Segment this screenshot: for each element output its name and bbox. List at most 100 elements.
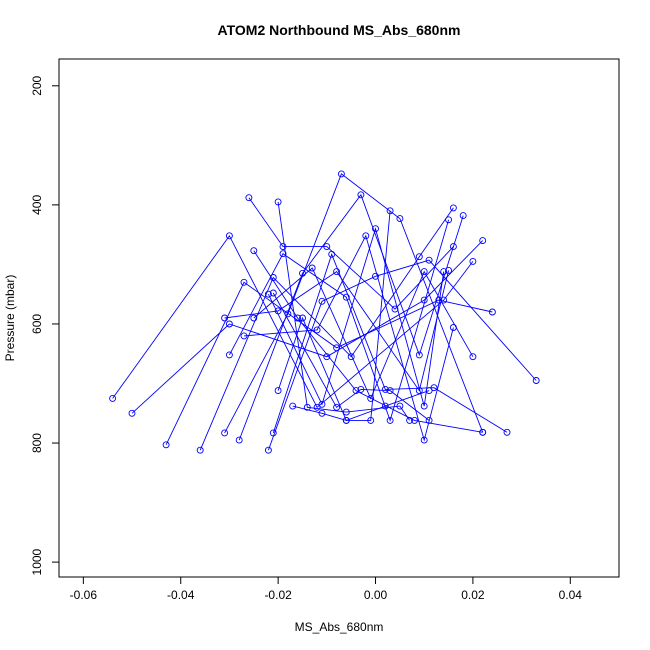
data-point xyxy=(299,314,306,322)
data-point xyxy=(221,314,229,322)
data-point xyxy=(425,416,433,424)
data-point xyxy=(386,387,394,395)
data-point xyxy=(415,351,423,359)
data-point xyxy=(308,264,316,272)
data-point xyxy=(318,400,326,408)
data-point xyxy=(411,416,418,424)
data-point xyxy=(479,237,487,245)
data-point xyxy=(245,194,253,202)
data-point xyxy=(372,225,379,233)
x-axis-label: MS_Abs_680nm xyxy=(295,620,384,634)
data-point xyxy=(333,403,341,411)
data-point xyxy=(250,247,258,255)
data-point xyxy=(318,297,326,305)
data-point xyxy=(274,198,282,206)
data-point xyxy=(415,253,423,261)
series-18 xyxy=(274,198,414,424)
series-19 xyxy=(289,207,394,424)
data-point xyxy=(479,428,487,436)
data-point xyxy=(347,353,355,361)
data-point xyxy=(459,212,467,220)
data-point xyxy=(264,290,272,298)
data-point xyxy=(313,326,321,334)
data-point xyxy=(225,232,233,240)
y-tick-label: 200 xyxy=(30,75,44,95)
data-point xyxy=(250,314,258,322)
series-line xyxy=(243,234,454,442)
data-point xyxy=(362,232,370,240)
data-point xyxy=(279,243,287,251)
data-point xyxy=(128,409,136,417)
data-point xyxy=(235,436,243,444)
series-line xyxy=(224,173,484,434)
data-point xyxy=(381,385,389,393)
data-point xyxy=(269,289,277,297)
data-point xyxy=(381,402,389,410)
data-point xyxy=(318,409,326,417)
series-line xyxy=(267,259,537,451)
series-8 xyxy=(269,250,511,437)
data-point xyxy=(420,402,428,410)
data-point xyxy=(342,408,350,416)
series-line xyxy=(253,250,483,433)
data-point xyxy=(240,278,248,286)
data-point xyxy=(372,272,379,280)
data-point xyxy=(269,429,277,437)
data-point xyxy=(386,416,394,424)
data-point xyxy=(357,385,365,393)
data-point xyxy=(240,332,248,340)
data-point xyxy=(503,428,511,436)
data-point xyxy=(440,268,448,276)
series-line xyxy=(292,210,391,421)
y-axis-label: Pressure (mbar) xyxy=(3,275,17,362)
series-line xyxy=(224,270,450,392)
x-tick-label: -0.04 xyxy=(167,588,195,602)
series-3 xyxy=(162,278,496,449)
x-tick-label: -0.06 xyxy=(70,588,98,602)
series-line xyxy=(277,201,410,421)
data-point xyxy=(430,384,438,392)
data-point xyxy=(225,320,233,328)
data-point xyxy=(264,446,272,454)
data-point xyxy=(449,204,457,212)
series-7 xyxy=(264,256,540,454)
series-14 xyxy=(240,232,457,444)
data-point xyxy=(357,191,365,199)
data-point xyxy=(420,436,428,444)
series-line xyxy=(272,252,508,434)
data-point xyxy=(425,387,433,395)
data-point xyxy=(279,250,287,258)
series-line xyxy=(272,292,430,421)
data-point xyxy=(303,403,311,411)
y-tick-label: 1000 xyxy=(30,548,44,575)
data-point xyxy=(313,403,321,411)
data-point xyxy=(449,324,457,331)
data-point xyxy=(396,402,404,410)
series-line xyxy=(131,240,484,414)
x-tick-label: 0.02 xyxy=(461,588,485,602)
data-point xyxy=(449,243,457,251)
data-point xyxy=(342,293,350,301)
series-16 xyxy=(269,289,433,424)
series-layer xyxy=(109,170,540,454)
series-15 xyxy=(264,225,448,410)
data-point xyxy=(469,353,477,361)
data-point xyxy=(445,216,453,224)
x-tick-label: -0.02 xyxy=(264,588,292,602)
data-point xyxy=(225,351,233,359)
series-line xyxy=(238,193,464,441)
data-point xyxy=(342,416,350,424)
chart-title: ATOM2 Northbound MS_Abs_680nm xyxy=(218,22,461,38)
data-point xyxy=(406,416,414,424)
data-point xyxy=(274,387,282,395)
data-point xyxy=(367,416,375,424)
data-point xyxy=(109,394,117,402)
data-point xyxy=(532,377,540,384)
data-point xyxy=(162,441,170,449)
series-line xyxy=(165,281,493,445)
data-point xyxy=(396,215,404,223)
data-point xyxy=(425,256,433,264)
data-point xyxy=(445,266,453,274)
series-line xyxy=(267,227,445,407)
data-point xyxy=(323,243,331,251)
